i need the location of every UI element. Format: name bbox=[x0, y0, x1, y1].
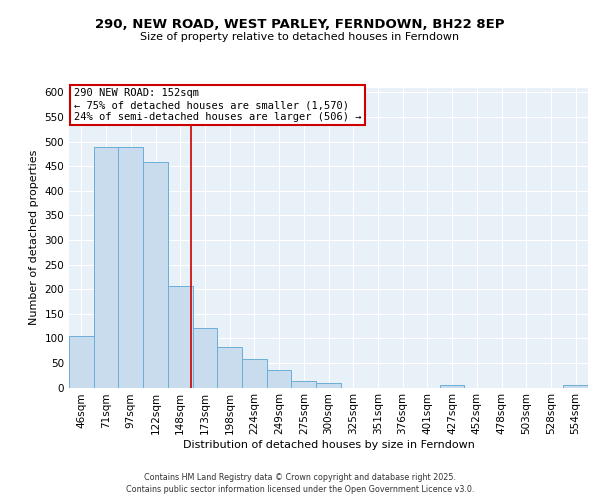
Bar bbox=[168, 286, 193, 388]
Bar bbox=[69, 336, 94, 388]
Text: 290, NEW ROAD, WEST PARLEY, FERNDOWN, BH22 8EP: 290, NEW ROAD, WEST PARLEY, FERNDOWN, BH… bbox=[95, 18, 505, 30]
Text: Size of property relative to detached houses in Ferndown: Size of property relative to detached ho… bbox=[140, 32, 460, 42]
Y-axis label: Number of detached properties: Number of detached properties bbox=[29, 150, 39, 325]
Bar bbox=[143, 162, 168, 388]
X-axis label: Distribution of detached houses by size in Ferndown: Distribution of detached houses by size … bbox=[182, 440, 475, 450]
Text: 290 NEW ROAD: 152sqm
← 75% of detached houses are smaller (1,570)
24% of semi-de: 290 NEW ROAD: 152sqm ← 75% of detached h… bbox=[74, 88, 361, 122]
Text: Contains HM Land Registry data © Crown copyright and database right 2025.: Contains HM Land Registry data © Crown c… bbox=[144, 472, 456, 482]
Bar bbox=[563, 385, 588, 388]
Bar bbox=[118, 146, 143, 388]
Bar bbox=[316, 382, 341, 388]
Bar bbox=[94, 146, 118, 388]
Bar bbox=[440, 385, 464, 388]
Bar bbox=[242, 359, 267, 388]
Text: Contains public sector information licensed under the Open Government Licence v3: Contains public sector information licen… bbox=[126, 485, 474, 494]
Bar bbox=[292, 380, 316, 388]
Bar bbox=[267, 370, 292, 388]
Bar bbox=[217, 347, 242, 388]
Bar bbox=[193, 328, 217, 388]
